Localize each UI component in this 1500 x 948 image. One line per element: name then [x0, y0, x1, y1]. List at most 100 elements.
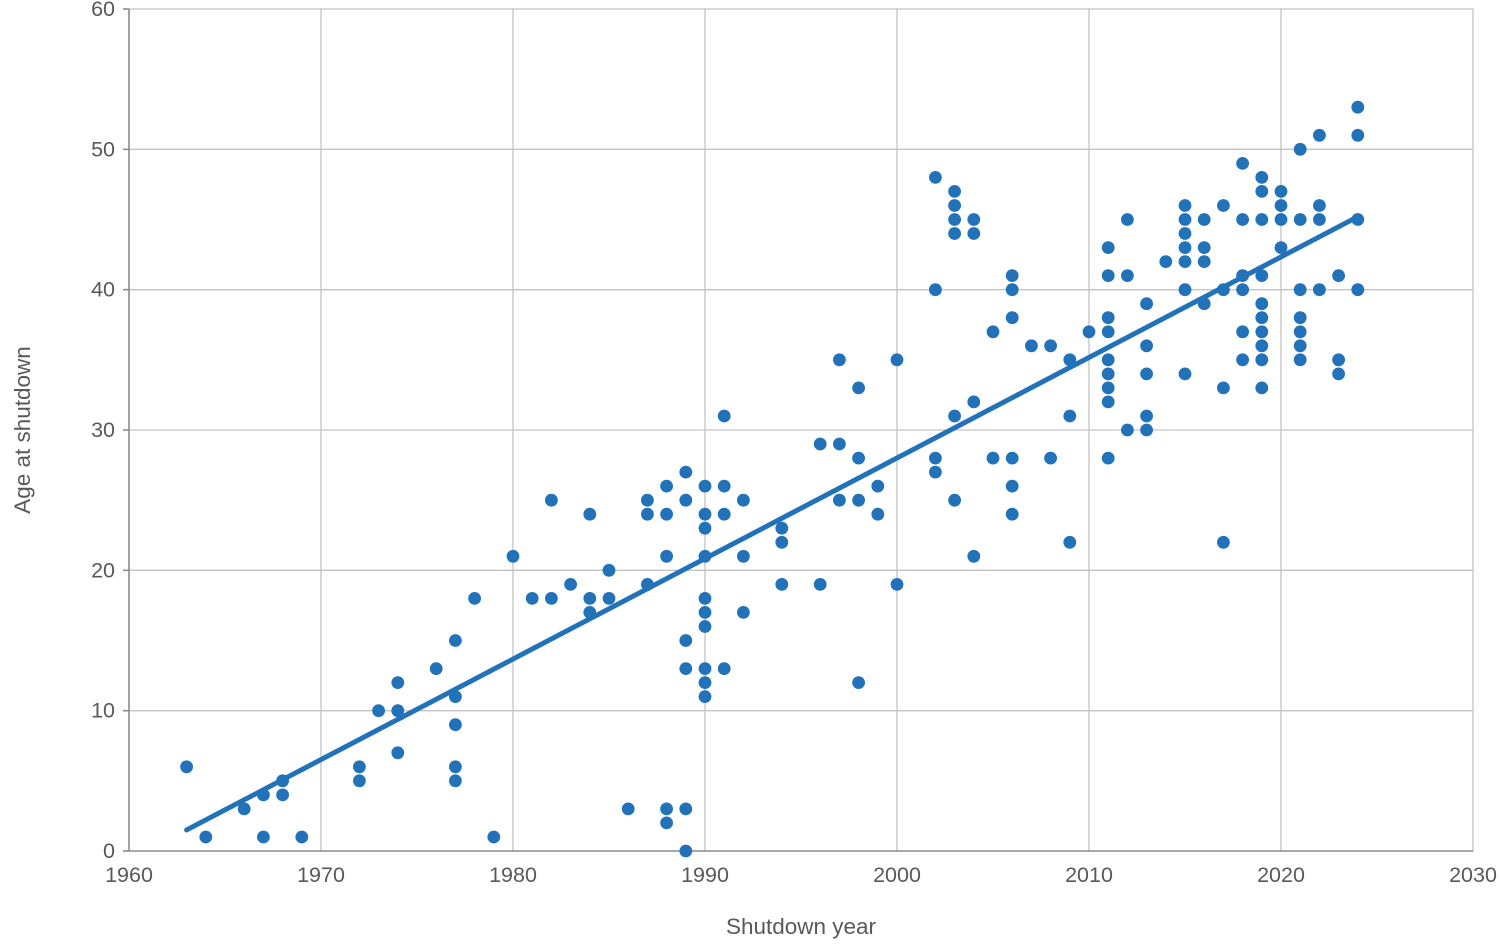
data-point: [1140, 367, 1153, 381]
data-point: [1293, 325, 1307, 339]
data-point: [391, 676, 405, 689]
data-point: [583, 592, 597, 605]
data-point: [1351, 100, 1365, 114]
data-point: [1178, 241, 1192, 255]
data-point: [890, 353, 904, 367]
data-point: [1082, 325, 1096, 339]
data-point: [1197, 297, 1211, 311]
data-point: [641, 578, 654, 591]
data-point: [679, 844, 693, 858]
data-point: [1293, 353, 1307, 367]
data-point: [641, 493, 654, 507]
data-point: [1140, 423, 1153, 437]
data-point: [1332, 367, 1345, 381]
data-point: [1274, 241, 1288, 255]
data-point: [948, 213, 961, 226]
data-point: [1101, 269, 1115, 282]
data-point: [1121, 213, 1134, 226]
data-point: [257, 830, 270, 844]
data-point: [1332, 353, 1345, 367]
data-point: [602, 563, 616, 577]
data-point: [429, 662, 443, 675]
data-point: [967, 395, 981, 409]
gridlines: [129, 8, 1474, 851]
data-point: [1101, 325, 1115, 339]
data-point: [1293, 283, 1307, 297]
data-point: [717, 409, 731, 423]
data-point: [1005, 283, 1019, 297]
data-point: [852, 381, 865, 395]
data-point: [1293, 311, 1307, 325]
data-point: [1121, 423, 1134, 437]
data-point: [813, 437, 827, 451]
data-point: [871, 507, 885, 521]
data-point: [967, 213, 981, 226]
y-tick-label: 10: [91, 699, 115, 723]
data-point: [545, 493, 558, 507]
data-point: [1236, 269, 1249, 282]
data-point: [276, 788, 289, 802]
data-point: [276, 774, 289, 788]
data-point: [967, 549, 981, 563]
data-point: [1101, 395, 1115, 409]
data-point: [833, 493, 846, 507]
x-tick-label: 2010: [1065, 863, 1113, 887]
data-point: [813, 578, 827, 591]
axes: [123, 8, 1473, 852]
data-point: [775, 521, 789, 535]
data-point: [1140, 339, 1153, 353]
data-point: [506, 549, 520, 563]
data-point: [1293, 142, 1307, 156]
data-point: [1005, 451, 1019, 465]
data-point: [1178, 367, 1192, 381]
x-tick-label: 1990: [681, 863, 729, 887]
data-point: [660, 549, 673, 563]
x-tick-label: 2000: [873, 863, 921, 887]
data-point: [525, 592, 539, 605]
data-point: [487, 830, 501, 844]
data-point: [1293, 213, 1307, 226]
data-point: [660, 479, 673, 493]
x-tick-label: 2020: [1257, 863, 1305, 887]
data-point: [698, 620, 712, 633]
y-tick-label: 40: [91, 278, 115, 302]
data-point: [986, 451, 1000, 465]
data-point: [199, 830, 213, 844]
data-point: [295, 830, 309, 844]
data-point: [449, 760, 462, 774]
data-point: [1351, 213, 1365, 226]
data-point: [1197, 255, 1211, 268]
data-point: [1025, 339, 1038, 353]
data-point: [1236, 325, 1249, 339]
y-tick-label: 60: [91, 0, 115, 21]
x-tick-label: 1960: [105, 863, 153, 887]
data-point: [679, 662, 693, 675]
data-point: [583, 606, 597, 619]
data-point: [717, 479, 731, 493]
data-point: [1121, 269, 1134, 282]
data-point: [1178, 227, 1192, 240]
data-point: [698, 662, 712, 675]
data-point: [353, 760, 366, 774]
data-point: [391, 746, 405, 760]
data-point: [1255, 339, 1269, 353]
data-point: [948, 493, 961, 507]
y-axis-title: Age at shutdown: [10, 346, 35, 514]
data-point: [1197, 213, 1211, 226]
x-tick-label: 1970: [297, 863, 345, 887]
data-point: [1101, 353, 1115, 367]
data-point: [698, 676, 712, 689]
data-point: [890, 578, 904, 591]
data-point: [929, 451, 942, 465]
data-point: [698, 549, 712, 563]
data-point: [1274, 199, 1288, 212]
data-point: [1063, 409, 1077, 423]
data-point: [602, 592, 616, 605]
data-point: [1313, 283, 1326, 297]
data-point: [948, 199, 961, 212]
data-point: [717, 662, 731, 675]
data-point: [1178, 255, 1192, 268]
data-point: [948, 227, 961, 240]
data-point: [1313, 199, 1326, 212]
